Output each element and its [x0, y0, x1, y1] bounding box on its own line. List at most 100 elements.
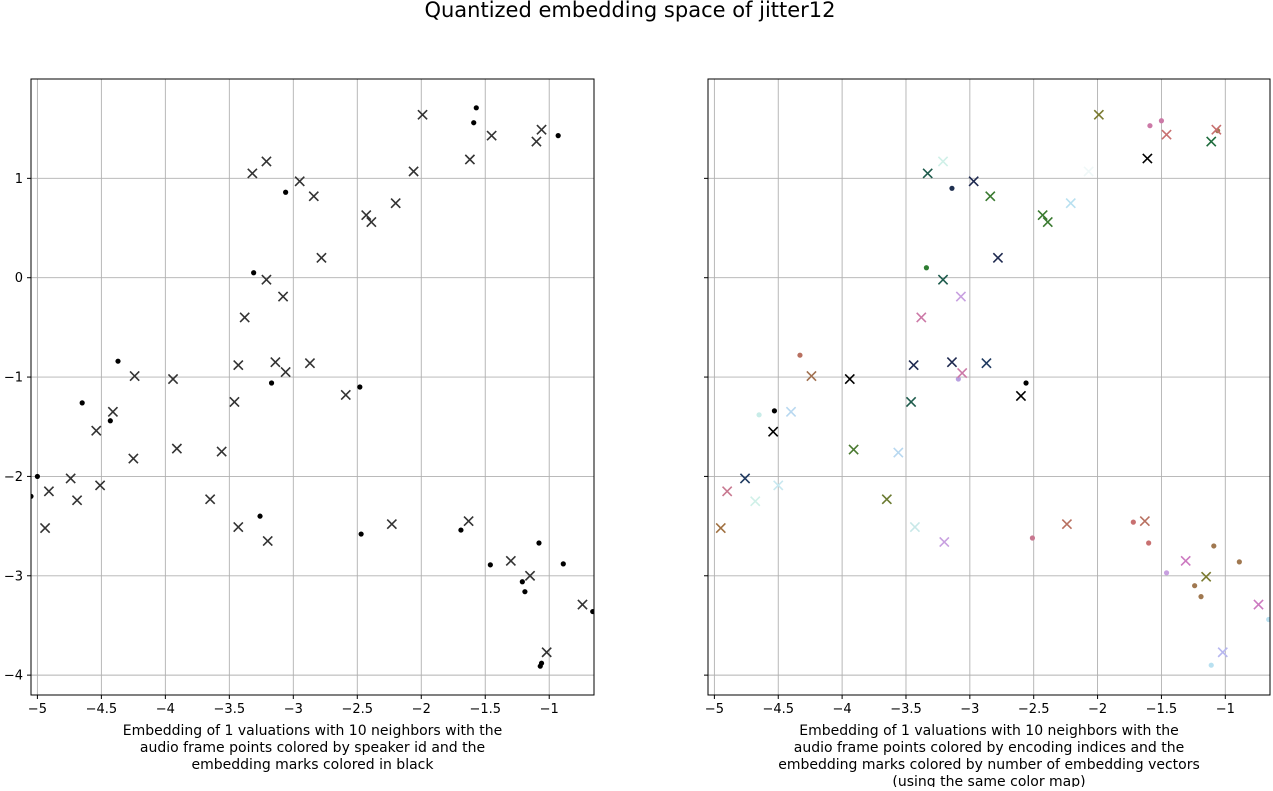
y-tick-label: 1	[15, 172, 23, 187]
data-point	[522, 589, 528, 595]
x-tick-label: −5	[28, 702, 47, 717]
embedding-mark	[1217, 647, 1228, 658]
embedding-mark	[939, 536, 950, 548]
embedding-mark	[1065, 198, 1076, 209]
x-axis-label: Embedding of 1 valuations with 10 neighb…	[123, 723, 503, 773]
data-point	[955, 376, 961, 382]
data-point	[251, 270, 257, 276]
embedding-mark	[1083, 166, 1094, 177]
embedding-mark	[1037, 209, 1048, 221]
embedding-mark	[1015, 390, 1027, 402]
embedding-mark	[463, 515, 474, 527]
embedding-mark	[261, 156, 272, 167]
embedding-mark	[985, 191, 996, 202]
data-point	[115, 358, 121, 364]
x-tick-label: −2	[412, 702, 431, 717]
embedding-mark	[922, 168, 933, 179]
data-point	[1023, 380, 1029, 386]
axes-frame	[707, 78, 1271, 696]
embedding-mark	[739, 473, 751, 484]
data-point	[257, 513, 263, 519]
data-point	[1208, 662, 1214, 668]
plot-area	[715, 109, 1270, 668]
embedding-mark	[233, 521, 244, 533]
embedding-mark	[1253, 599, 1264, 610]
embedding-mark	[316, 252, 327, 264]
x-tick-label: −3.5	[890, 702, 922, 717]
embedding-mark	[968, 176, 979, 187]
embedding-mark	[806, 370, 817, 382]
embedding-mark	[65, 473, 76, 484]
embedding-mark	[128, 453, 139, 464]
embedding-mark	[94, 480, 106, 491]
embedding-mark	[1206, 136, 1217, 147]
data-point	[756, 412, 762, 418]
subplot-right: −5 −4.5 −4 −3.5 −3 −2.5 −2 −1.5 −1 Embedding of 1…	[704, 78, 1271, 790]
y-tick-label: −3	[4, 569, 23, 584]
embedding-mark	[505, 555, 516, 567]
embedding-mark	[524, 570, 536, 581]
data-point	[1158, 118, 1165, 124]
embedding-mark	[893, 447, 904, 458]
x-tick-label: −1	[540, 702, 559, 717]
data-point	[771, 408, 778, 414]
embedding-mark	[844, 373, 855, 385]
embedding-mark	[216, 446, 227, 457]
embedding-mark	[340, 389, 351, 401]
x-tick-label: −3	[960, 702, 979, 717]
embedding-mark	[486, 130, 497, 141]
embedding-mark	[167, 373, 179, 385]
embedding-mark	[464, 154, 476, 165]
x-tick-label: −2.5	[1018, 702, 1050, 717]
embedding-mark	[937, 156, 949, 167]
data-point	[1266, 616, 1270, 623]
data-point	[473, 105, 479, 111]
embedding-mark	[909, 521, 921, 533]
embedding-mark	[386, 518, 397, 530]
y-tick-label: −4	[4, 669, 23, 684]
embedding-mark	[531, 136, 542, 147]
embedding-mark	[1161, 129, 1172, 140]
data-point	[471, 120, 477, 126]
data-point	[357, 384, 363, 390]
data-point	[1192, 583, 1198, 589]
embedding-mark	[908, 359, 919, 371]
embedding-mark	[262, 535, 273, 547]
embedding-mark	[417, 109, 428, 120]
embedding-mark	[304, 357, 316, 369]
embedding-mark	[1139, 515, 1150, 527]
figure-title: Quantized embedding space of jitter12	[424, 0, 835, 22]
y-tick-label: 0	[15, 271, 23, 286]
embedding-mark	[715, 522, 726, 534]
data-point	[537, 663, 543, 669]
embedding-mark	[229, 396, 240, 408]
embedding-mark	[767, 426, 779, 437]
embedding-mark	[848, 444, 859, 455]
embedding-mark	[71, 495, 83, 506]
embedding-mark	[361, 209, 372, 221]
x-tick-label: −2.5	[341, 702, 373, 717]
embedding-mark	[981, 357, 992, 369]
embedding-mark	[91, 425, 102, 436]
data-point	[34, 473, 40, 480]
embedding-mark	[536, 124, 547, 135]
embedding-mark	[308, 191, 319, 202]
data-point	[283, 189, 289, 195]
embedding-mark	[204, 494, 216, 505]
x-tick-label: −3	[284, 702, 303, 717]
embedding-mark	[1061, 518, 1073, 530]
x-tick-label: −2	[1088, 702, 1107, 717]
data-point	[536, 540, 542, 546]
x-tick-label: −3.5	[214, 702, 246, 717]
data-point	[1163, 570, 1170, 576]
embedding-mark	[1042, 216, 1053, 228]
embedding-mark	[239, 312, 250, 323]
embedding-mark	[1142, 153, 1153, 164]
data-point	[358, 531, 364, 537]
embedding-mark	[43, 486, 55, 497]
data-point	[519, 579, 525, 585]
x-axis-label: Embedding of 1 valuations with 10 neighb…	[778, 723, 1200, 787]
data-point	[1236, 559, 1242, 565]
embedding-mark	[277, 291, 289, 302]
